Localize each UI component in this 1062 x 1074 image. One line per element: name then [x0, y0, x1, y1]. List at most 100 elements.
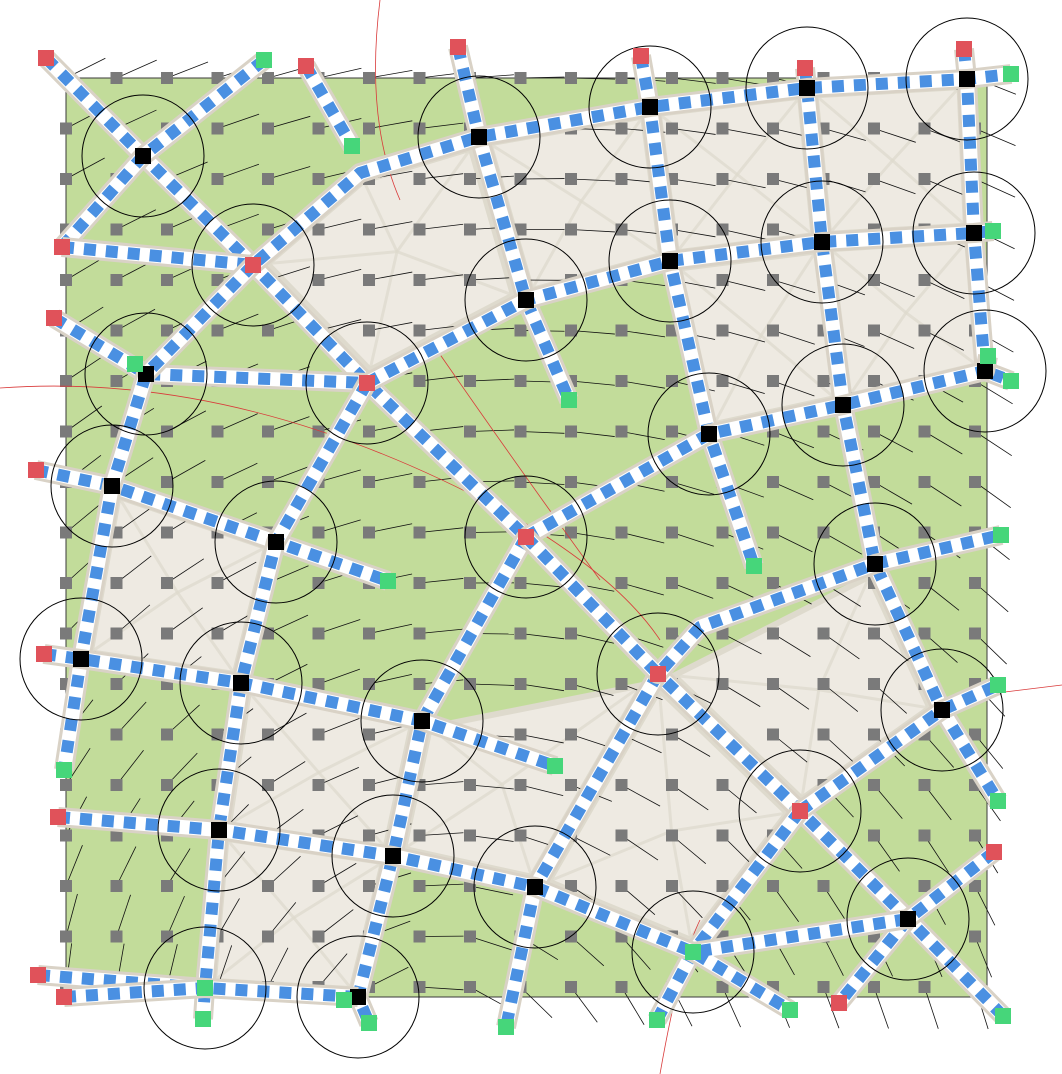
field-sample-square [868, 425, 880, 438]
intersection-node [268, 534, 284, 550]
road-end-marker [990, 793, 1006, 809]
field-direction-line [722, 330, 766, 343]
field-direction-line [116, 209, 157, 230]
field-sample-square [817, 627, 830, 640]
field-sample-square [969, 930, 981, 943]
field-sample-square [918, 981, 931, 993]
block-subdivision-line [267, 250, 398, 266]
field-direction-line [166, 61, 209, 79]
field-sample-square [868, 829, 880, 842]
field-direction-line [469, 429, 514, 432]
intersection-node [211, 822, 227, 838]
intersection-radius-circle [157, 768, 281, 892]
road-end-marker [993, 527, 1009, 543]
road-segment [523, 354, 994, 543]
field-direction-line [469, 378, 514, 382]
field-direction-line [570, 77, 615, 80]
field-sample-square [565, 173, 577, 185]
field-sample-square [918, 173, 931, 185]
field-sample-square [60, 526, 72, 539]
field-direction-line [116, 59, 157, 79]
field-sample-square [413, 981, 426, 993]
field-sample-square [969, 880, 981, 892]
field-sample-square [565, 526, 577, 539]
field-sample-square [514, 779, 527, 791]
road-segment [834, 915, 913, 1007]
field-sample-square [716, 678, 729, 690]
field-sample-square [615, 173, 628, 185]
field-direction-line [419, 527, 464, 533]
field-direction-line [722, 279, 766, 291]
block-subdivision-line [548, 829, 673, 883]
field-sample-square [60, 829, 72, 842]
road-start-marker [633, 48, 649, 64]
road-end-marker [980, 348, 996, 364]
field-sample-square [565, 425, 577, 438]
field-sample-square [60, 880, 72, 892]
field-sample-square [363, 476, 375, 488]
field-direction-line [671, 532, 714, 547]
field-sample-square [312, 526, 325, 539]
field-sample-square [464, 526, 476, 539]
field-direction-line [318, 863, 357, 887]
field-sample-square [211, 274, 224, 286]
field-sample-square [211, 72, 224, 84]
field-sample-square [514, 577, 527, 589]
intersection-node [835, 397, 851, 413]
field-sample-square [918, 526, 931, 539]
field-direction-line [873, 178, 916, 195]
field-sample-square [363, 425, 375, 438]
intersection-radius-circle [905, 17, 1029, 141]
field-sample-square [211, 577, 224, 589]
intersection-radius-circle [880, 648, 1004, 772]
intersection-node [73, 651, 89, 667]
road-start-marker [54, 239, 70, 255]
field-sample-square [565, 324, 577, 337]
field-sample-square [161, 72, 173, 84]
field-direction-line [621, 380, 665, 389]
block-subdivision-line [362, 180, 399, 253]
field-sample-square [666, 72, 678, 84]
intersection-node [385, 848, 401, 864]
field-sample-square [110, 324, 123, 337]
intersection-radius-layer [19, 17, 1047, 1059]
field-sample-square [767, 72, 779, 84]
road-start-marker [450, 39, 466, 55]
field-direction-line [671, 128, 716, 135]
intersection-radius-circle [588, 45, 712, 169]
field-direction-line [520, 76, 565, 79]
road-segment [37, 969, 359, 1003]
field-sample-square [767, 728, 779, 741]
field-sample-square [464, 779, 476, 791]
field-sample-square [211, 173, 224, 185]
intersection-radius-circle [473, 825, 597, 949]
field-direction-line [469, 277, 514, 281]
intersection-node [233, 675, 249, 691]
field-direction-line [974, 431, 1012, 457]
field-sample-square [767, 274, 779, 286]
road-end-marker [561, 392, 577, 408]
road-segment [41, 53, 1008, 1021]
road-start-marker [46, 310, 62, 326]
intersection-node [814, 234, 830, 250]
field-direction-line [974, 380, 1013, 405]
field-direction-line [217, 413, 258, 432]
block-subdivision-line [673, 674, 819, 692]
field-direction-line [671, 77, 716, 84]
block-subdivision-line [827, 159, 894, 235]
field-sample-square [262, 223, 274, 236]
road-start-marker [50, 809, 66, 825]
field-direction-line [570, 178, 615, 182]
field-direction-line [267, 115, 311, 129]
field-sample-square [615, 577, 628, 589]
field-direction-line [772, 279, 816, 294]
field-sample-square [817, 981, 830, 993]
field-direction-line [318, 268, 362, 281]
field-sample-square [969, 728, 981, 741]
field-sample-square [110, 728, 123, 741]
field-sample-square [464, 425, 476, 438]
field-sample-square [262, 930, 274, 943]
field-sample-square [413, 577, 426, 589]
field-sample-square [666, 577, 678, 589]
